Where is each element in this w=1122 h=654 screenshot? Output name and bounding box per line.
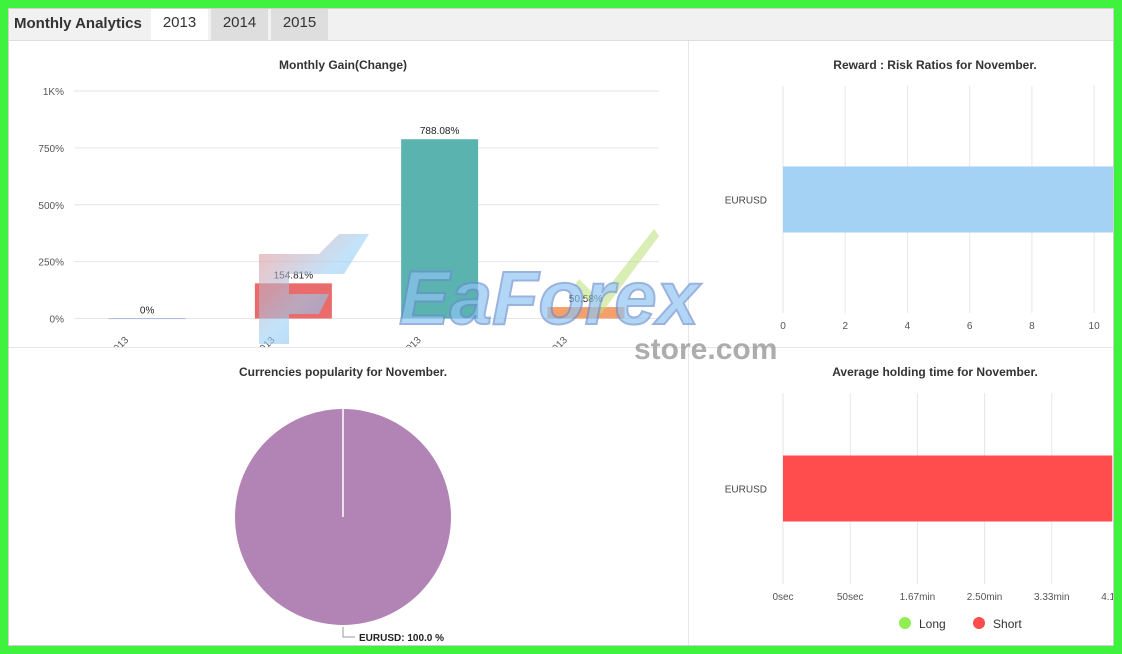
legend-label-short: Short bbox=[993, 617, 1022, 631]
x-tick-label: 8 bbox=[1029, 321, 1035, 332]
x-tick-label: 1.67min bbox=[900, 592, 936, 603]
currency-pie-chart: Currencies popularity for November. EURU… bbox=[235, 365, 451, 644]
widget-title: Monthly Analytics bbox=[14, 15, 142, 32]
chart-title: Reward : Risk Ratios for November. bbox=[833, 58, 1036, 72]
bar bbox=[254, 283, 332, 319]
holding-time-legend: Long Short bbox=[899, 617, 1046, 631]
data-label: 154.81% bbox=[274, 270, 314, 281]
y-tick-label: 750% bbox=[38, 144, 64, 155]
monthly-gain-chart: Monthly Gain(Change) 0% 250% 500% 750% 1K% 0%… bbox=[38, 58, 659, 347]
bar bbox=[783, 166, 1113, 233]
x-tick-label: 50sec bbox=[837, 592, 864, 603]
y-tick-label: 500% bbox=[38, 201, 64, 212]
x-tick-label: 2 bbox=[842, 321, 848, 332]
tab-2014[interactable]: 2014 bbox=[211, 9, 268, 40]
x-tick-label: 2.50min bbox=[967, 592, 1003, 603]
bar bbox=[401, 139, 479, 319]
x-tick-label: 4.17min bbox=[1101, 592, 1114, 603]
monthly-gain-panel: Monthly Gain(Change) 0% 250% 500% 750% 1K% 0%… bbox=[9, 41, 688, 347]
x-tick-label: 10 bbox=[1089, 321, 1101, 332]
panel-divider-horizontal bbox=[9, 347, 1113, 348]
panel-divider-vertical bbox=[688, 41, 689, 645]
legend-item-short[interactable]: Short bbox=[973, 617, 1022, 631]
x-tick-label: Oct 2013 bbox=[241, 335, 278, 347]
x-tick-label: 0sec bbox=[772, 592, 793, 603]
bar bbox=[783, 455, 1113, 522]
x-tick-label: Dec 2013 bbox=[532, 335, 570, 347]
chart-title: Monthly Gain(Change) bbox=[279, 58, 407, 72]
chart-title: Average holding time for November. bbox=[832, 365, 1038, 379]
legend-item-long[interactable]: Long bbox=[899, 617, 946, 631]
bar bbox=[547, 307, 625, 319]
currency-popularity-panel: Currencies popularity for November. EURU… bbox=[9, 348, 688, 645]
x-tick-label: 0 bbox=[780, 321, 786, 332]
tab-2013[interactable]: 2013 bbox=[151, 9, 208, 40]
data-label: 50.58% bbox=[569, 294, 603, 305]
reward-risk-chart: Reward : Risk Ratios for November. 0 2 4 6 8… bbox=[725, 58, 1113, 332]
data-label: 788.08% bbox=[420, 126, 460, 137]
chart-title: Currencies popularity for November. bbox=[239, 365, 447, 379]
y-tick-label: 250% bbox=[38, 258, 64, 269]
analytics-widget: Monthly Analytics 2013 2014 2015 Monthly… bbox=[8, 8, 1114, 646]
holding-time-panel: Average holding time for November. 0sec 5… bbox=[689, 348, 1114, 645]
pie-label-connector bbox=[342, 627, 355, 638]
x-tick-label: 4 bbox=[905, 321, 911, 332]
reward-risk-panel: Reward : Risk Ratios for November. 0 2 4 6 8… bbox=[689, 41, 1113, 347]
pie-data-label: EURUSD: 100.0 % bbox=[359, 633, 444, 644]
y-tick-label: 0% bbox=[50, 315, 65, 326]
legend-dot-long bbox=[899, 617, 911, 629]
y-tick-label: 1K% bbox=[43, 87, 64, 98]
x-tick-label: 6 bbox=[967, 321, 973, 332]
data-label: 0% bbox=[140, 306, 155, 317]
holding-time-chart: Average holding time for November. 0sec 5… bbox=[725, 365, 1114, 603]
tab-2015[interactable]: 2015 bbox=[271, 9, 328, 40]
legend-label-long: Long bbox=[919, 617, 946, 631]
x-tick-label: Nov 2013 bbox=[386, 335, 424, 347]
y-category-label: EURUSD bbox=[725, 196, 767, 207]
x-tick-label: Sep 2013 bbox=[93, 335, 131, 347]
bar bbox=[108, 318, 186, 320]
x-tick-label: 3.33min bbox=[1034, 592, 1070, 603]
y-category-label: EURUSD bbox=[725, 485, 767, 496]
tab-bar: Monthly Analytics 2013 2014 2015 bbox=[9, 9, 1113, 41]
legend-dot-short bbox=[973, 617, 986, 629]
